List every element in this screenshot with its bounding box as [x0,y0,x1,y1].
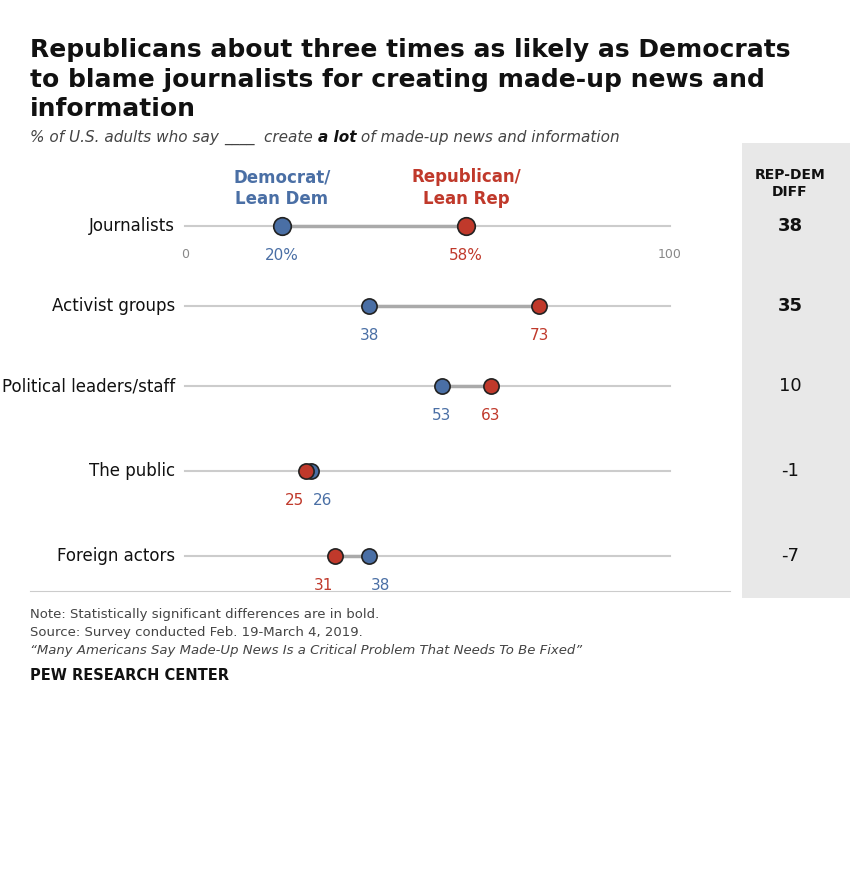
Text: 38: 38 [371,578,391,593]
Text: 100: 100 [658,248,682,261]
Text: Republican/
Lean Rep: Republican/ Lean Rep [411,168,521,208]
Text: 73: 73 [530,328,549,343]
Text: 58%: 58% [450,248,484,263]
Point [299,464,313,478]
Text: -7: -7 [781,547,799,565]
Text: 31: 31 [314,578,333,593]
Text: 10: 10 [779,377,802,395]
Text: 38: 38 [778,217,802,235]
Text: 35: 35 [778,297,802,315]
Text: “Many Americans Say Made-Up News Is a Critical Problem That Needs To Be Fixed”: “Many Americans Say Made-Up News Is a Cr… [30,644,582,657]
Point [329,549,343,563]
Point [460,219,473,233]
Text: Journalists: Journalists [89,217,175,235]
Text: ____: ____ [224,130,264,145]
Text: 53: 53 [433,408,451,423]
Text: Democrat/
Lean Dem: Democrat/ Lean Dem [233,168,331,208]
Text: % of U.S. adults who say: % of U.S. adults who say [30,130,224,145]
Text: 20%: 20% [265,248,299,263]
Text: 25: 25 [285,493,304,508]
Point [532,299,546,313]
Text: of made-up news and information: of made-up news and information [356,130,620,145]
Text: Republicans about three times as likely as Democrats
to blame journalists for cr: Republicans about three times as likely … [30,38,790,121]
FancyBboxPatch shape [742,143,850,598]
Point [362,299,376,313]
Text: Note: Statistically significant differences are in bold.: Note: Statistically significant differen… [30,608,379,621]
Text: 0: 0 [181,248,189,261]
Text: The public: The public [89,462,175,480]
Text: Foreign actors: Foreign actors [57,547,175,565]
Point [362,549,376,563]
Text: 26: 26 [313,493,332,508]
Point [435,379,449,393]
Text: Source: Survey conducted Feb. 19-March 4, 2019.: Source: Survey conducted Feb. 19-March 4… [30,626,363,639]
Text: create: create [264,130,318,145]
Text: Political leaders/staff: Political leaders/staff [2,377,175,395]
Point [275,219,289,233]
Text: -1: -1 [781,462,799,480]
Text: a lot: a lot [318,130,356,145]
Point [484,379,497,393]
Text: Activist groups: Activist groups [52,297,175,315]
Text: REP-DEM
DIFF: REP-DEM DIFF [755,168,825,199]
Text: PEW RESEARCH CENTER: PEW RESEARCH CENTER [30,668,229,683]
Text: 63: 63 [481,408,501,423]
Text: 38: 38 [360,328,379,343]
Point [304,464,318,478]
